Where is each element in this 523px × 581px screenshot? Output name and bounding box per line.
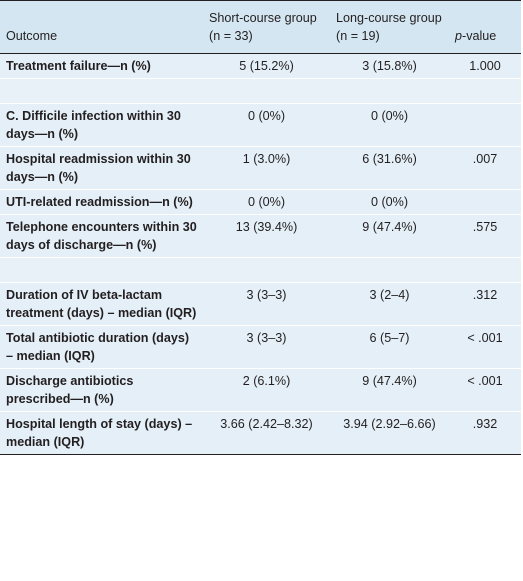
table-row: Total antibiotic duration (days) – media… (0, 325, 521, 369)
long-course-value: 3 (2–4) (330, 282, 449, 326)
short-course-value: 0 (0%) (203, 189, 330, 215)
outcome-label: Telephone encounters within 30 days of d… (0, 214, 203, 258)
outcome-label: Hospital readmission within 30 days—n (%… (0, 146, 203, 190)
header-outcome: Outcome (0, 0, 203, 54)
outcome-label: C. Difficile infection within 30 days—n … (0, 103, 203, 147)
table-row: Hospital length of stay (days) – median … (0, 411, 521, 455)
long-course-value: 6 (31.6%) (330, 146, 449, 190)
header-p-rest: -value (462, 29, 497, 43)
outcome-label: UTI-related readmission—n (%) (0, 189, 203, 215)
long-course-value: 6 (5–7) (330, 325, 449, 369)
short-course-value: 0 (0%) (203, 103, 330, 147)
table-body: Treatment failure—n (%) 5 (15.2%) 3 (15.8%… (0, 53, 521, 455)
short-course-value: 3 (3–3) (203, 325, 330, 369)
p-value: .312 (449, 282, 521, 326)
header-short-course: Short-course group (n = 33) (203, 0, 330, 54)
outcome-label: Discharge antibiotics prescribed—n (%) (0, 368, 203, 412)
short-course-value: 13 (39.4%) (203, 214, 330, 258)
long-course-value: 0 (0%) (330, 189, 449, 215)
short-course-value: 3 (3–3) (203, 282, 330, 326)
p-value: .007 (449, 146, 521, 190)
long-course-value: 3.94 (2.92–6.66) (330, 411, 449, 455)
header-long-course: Long-course group (n = 19) (330, 0, 449, 54)
table-row: Telephone encounters within 30 days of d… (0, 214, 521, 258)
table-row: Discharge antibiotics prescribed—n (%) 2 … (0, 368, 521, 412)
spacer-cell (0, 257, 521, 283)
table-row: C. Difficile infection within 30 days—n … (0, 103, 521, 147)
outcome-label: Duration of IV beta-lactam treatment (da… (0, 282, 203, 326)
spacer-cell (0, 78, 521, 104)
outcome-label: Treatment failure—n (%) (0, 53, 203, 79)
p-value: 1.000 (449, 53, 521, 79)
table-row: Treatment failure—n (%) 5 (15.2%) 3 (15.8%… (0, 53, 521, 79)
p-value: < .001 (449, 325, 521, 369)
long-course-value: 0 (0%) (330, 103, 449, 147)
table-row: Duration of IV beta-lactam treatment (da… (0, 282, 521, 326)
header-p-italic: p (455, 29, 463, 43)
p-value: < .001 (449, 368, 521, 412)
table-row: UTI-related readmission—n (%) 0 (0%) 0 (0%… (0, 189, 521, 215)
table-row: Hospital readmission within 30 days—n (%… (0, 146, 521, 190)
outcome-label: Total antibiotic duration (days) – media… (0, 325, 203, 369)
p-value (449, 189, 521, 215)
spacer-row (0, 257, 521, 283)
long-course-value: 9 (47.4%) (330, 368, 449, 412)
p-value (449, 103, 521, 147)
p-value: .575 (449, 214, 521, 258)
spacer-row (0, 78, 521, 104)
short-course-value: 1 (3.0%) (203, 146, 330, 190)
header-p-value: p-value (449, 0, 521, 54)
header-row: Outcome Short-course group (n = 33) Long… (0, 0, 521, 54)
short-course-value: 3.66 (2.42–8.32) (203, 411, 330, 455)
table-header: Outcome Short-course group (n = 33) Long… (0, 0, 521, 54)
outcome-label: Hospital length of stay (days) – median … (0, 411, 203, 455)
long-course-value: 3 (15.8%) (330, 53, 449, 79)
short-course-value: 2 (6.1%) (203, 368, 330, 412)
short-course-value: 5 (15.2%) (203, 53, 330, 79)
p-value: .932 (449, 411, 521, 455)
long-course-value: 9 (47.4%) (330, 214, 449, 258)
outcomes-table: Outcome Short-course group (n = 33) Long… (0, 0, 521, 455)
